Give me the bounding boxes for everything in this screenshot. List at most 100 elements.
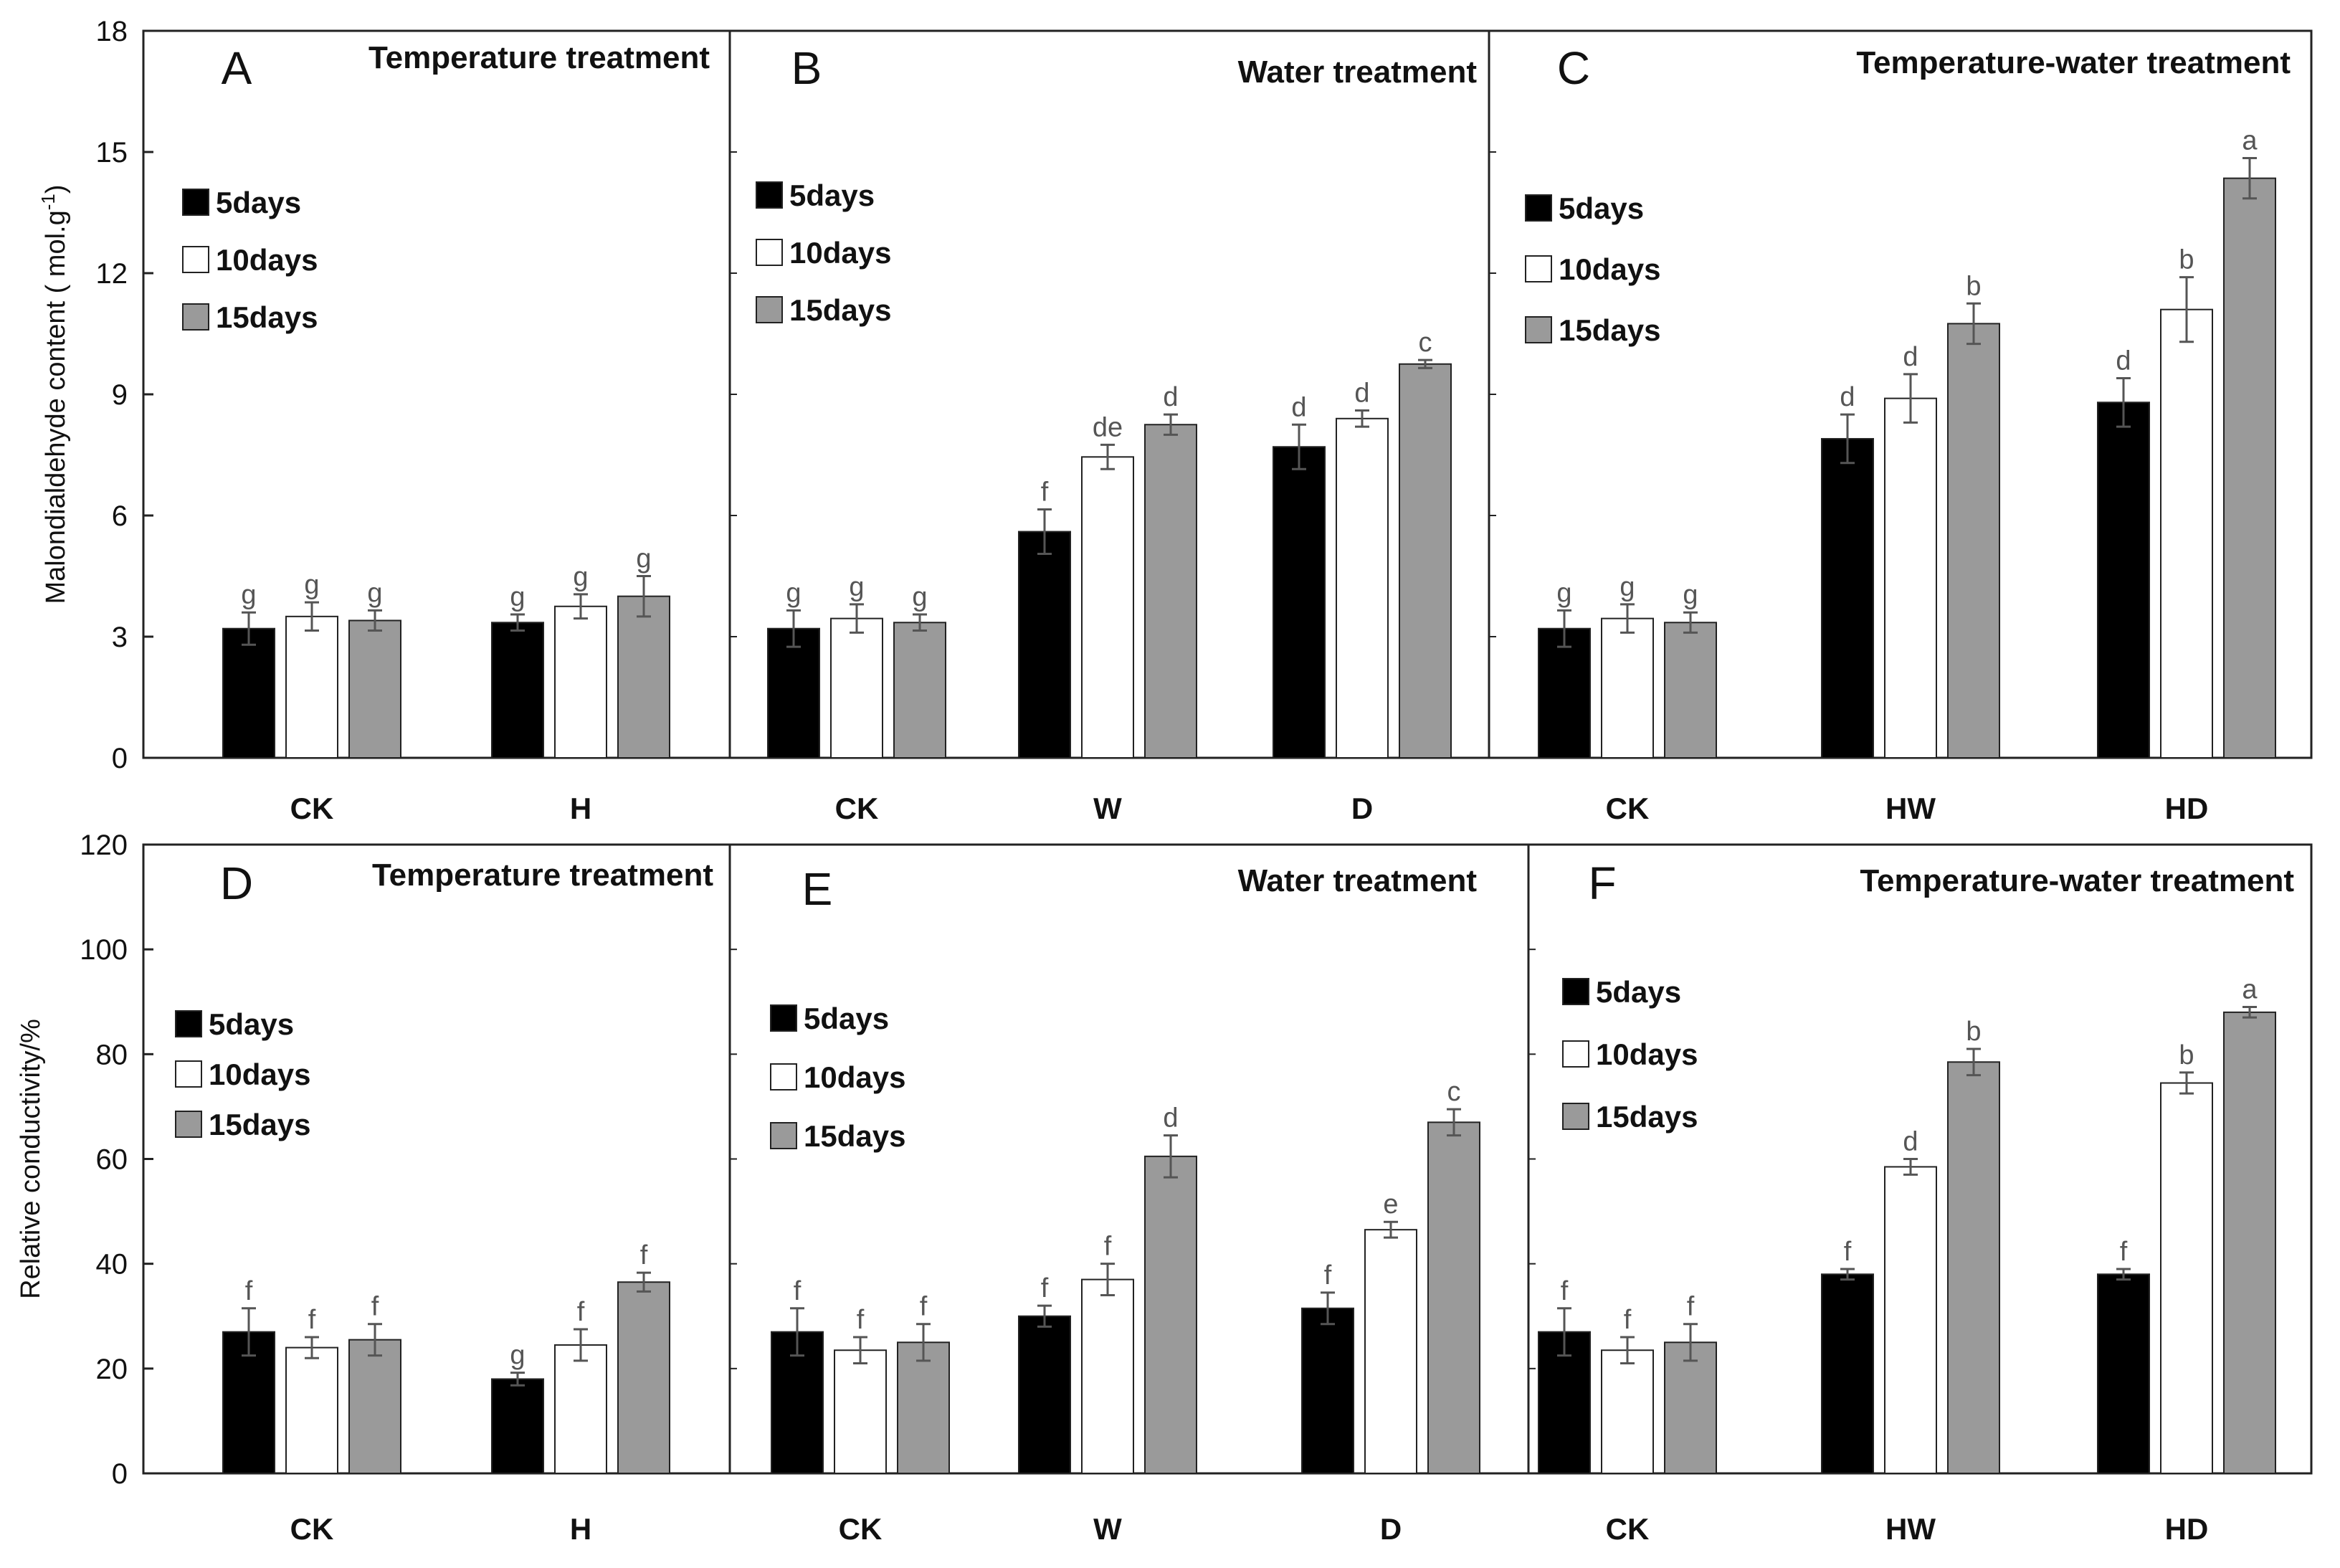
legend-label-10days: 10days [804,1060,905,1094]
error-bar [1037,1304,1052,1328]
legend: 5days 10days 15days [175,1007,310,1141]
legend-label-5days: 5days [1596,975,1681,1009]
bar-W-15days [1144,1155,1197,1474]
significance-label: f [2120,1237,2128,1267]
bar-HD-10days [2160,308,2213,759]
y-tick-label: 18 [96,16,128,47]
bar-CK-15days [348,1339,401,1474]
error-bar [2242,156,2257,200]
significance-label: f [794,1276,802,1306]
bar-CK-10days [834,1349,887,1474]
category-label: CK [839,1512,883,1546]
legend-label-10days: 10days [216,243,318,277]
significance-label: f [1561,1276,1569,1306]
error-bar [1100,443,1115,470]
category-label: CK [290,792,334,825]
significance-label: g [304,570,319,600]
significance-label: b [1966,1017,1981,1047]
error-bar [916,1323,931,1362]
panel-C: C Temperature-water treatment 5days 10days 1… [1488,29,2313,825]
significance-label: g [1683,580,1698,610]
bar-H-5days [491,622,544,759]
bar-CK-10days [285,1346,338,1474]
bar-W-10days [1081,1278,1134,1474]
significance-label: d [2116,346,2131,376]
bar-HD-5days [2097,401,2150,759]
significance-label: g [241,580,256,610]
significance-label: c [1419,328,1432,358]
significance-label: f [1687,1292,1695,1322]
panel-B: B Water treatment 5days 10days 15days g g g CK f d… [728,29,1490,825]
y-tick-label: 40 [96,1249,128,1280]
error-bar [305,1336,319,1359]
significance-label: b [2179,1040,2194,1070]
legend-label-15days: 15days [1559,313,1660,347]
significance-label: g [510,582,525,612]
error-bar [786,609,801,648]
error-bar [2179,1071,2194,1095]
bar-D-5days [1273,446,1326,759]
significance-label: g [1620,572,1635,602]
bar-HW-5days [1821,1273,1874,1474]
panel-title: Temperature-water treatment [1856,45,2291,80]
bar-D-10days [1336,417,1389,759]
bar-HW-10days [1884,397,1937,759]
legend: 5days 10days 15days [770,1002,905,1153]
panel-letter: D [220,857,253,909]
bar-CK-10days [1601,617,1654,759]
category-label: H [570,1512,591,1546]
bar-CK-5days [222,627,275,759]
y-tick-label: 6 [112,500,128,532]
significance-label: f [577,1297,585,1327]
bar-W-5days [1018,531,1071,759]
y-tick-label: 0 [112,1458,128,1490]
significance-label: c [1447,1077,1461,1107]
significance-label: d [1903,342,1918,372]
bar-CK-15days [1664,1341,1717,1474]
error-bar [1683,611,1698,634]
y-tick-label: 80 [96,1039,128,1070]
legend-swatch-5days [770,1004,797,1032]
legend-label-15days: 15days [804,1119,905,1153]
legend-label-5days: 5days [789,179,875,212]
panel-A: 0 3 6 9 12 15 18 Malondialdehyde content ( mol.… [37,16,731,825]
category-label: D [1380,1512,1402,1546]
legend-swatch-15days [182,303,209,331]
error-bar [1164,1134,1178,1179]
legend-label-10days: 10days [1596,1037,1698,1071]
panel-F: F Temperature-water treatment 5days 10days 1… [1527,843,2313,1546]
error-bar [1620,1336,1635,1365]
bar-W-15days [1144,424,1197,759]
legend-swatch-15days [770,1122,797,1149]
bar-H-10days [554,1344,607,1474]
category-label: HW [1885,1512,1936,1546]
bar-W-5days [1018,1315,1071,1474]
bar-HD-5days [2097,1273,2150,1474]
significance-label: f [1104,1232,1112,1262]
panel-title: Temperature-water treatment [1860,863,2294,898]
panel-letter: A [222,42,252,94]
significance-label: d [1163,382,1178,412]
legend-label-5days: 5days [209,1007,294,1041]
panel-title: Temperature treatment [372,857,713,893]
panel-letter: F [1588,857,1616,909]
error-bar [1321,1291,1335,1326]
significance-label: g [849,572,864,602]
legend-label-5days: 5days [804,1002,889,1035]
error-bar [2179,276,2194,343]
error-bar [368,1323,382,1357]
error-bar [510,1372,525,1387]
y-tick-label: 20 [96,1354,128,1385]
significance-label: e [1383,1189,1398,1220]
error-bar [1100,1263,1115,1297]
category-label: HD [2165,1512,2209,1546]
legend-swatch-15days [1525,316,1552,343]
panel-title: Temperature treatment [368,40,710,75]
legend-swatch-5days [1562,978,1589,1005]
y-tick-label: 120 [80,830,128,861]
error-bar [1840,1268,1855,1281]
panel-E: E Water treatment 5days 10days 15days f f f CK f f… [728,843,1530,1546]
significance-label: de [1093,412,1123,442]
y-tick-label: 60 [96,1144,128,1176]
